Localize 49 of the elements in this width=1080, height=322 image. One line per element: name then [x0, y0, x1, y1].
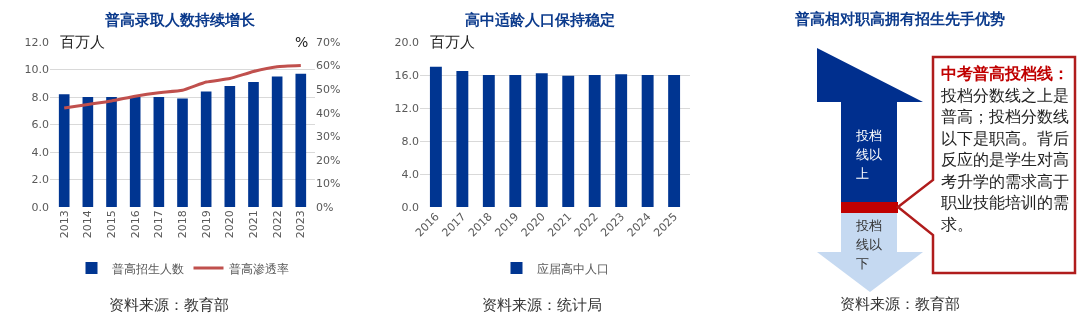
- y-tick-label: 12.0: [394, 101, 419, 115]
- y-tick-label: 0.0: [31, 200, 49, 214]
- chart-title: 高中适龄人口保持稳定: [465, 10, 615, 29]
- x-tick-label: 2020: [223, 210, 237, 239]
- text: 投档线以下: [856, 217, 883, 273]
- y-tick-label: 0.0: [401, 200, 419, 214]
- x-tick-label: 2021: [247, 210, 261, 239]
- y2-tick-label: 50%: [316, 82, 341, 96]
- text: 投档分数线之上是普高；投档分数线以下是职高。背后反应的是学生对高考升学的需求高于职业技能培训的需求。: [941, 85, 1069, 234]
- y2-tick-label: 30%: [316, 130, 341, 144]
- y-tick-label: 10.0: [24, 63, 49, 77]
- y-tick-label: 4.0: [31, 145, 49, 159]
- y-tick-label: 2.0: [31, 173, 49, 187]
- y-tick-label: 8.0: [31, 90, 49, 104]
- y-axis-title: 百万人: [60, 33, 105, 51]
- y-tick-label: 20.0: [394, 35, 419, 49]
- y-tick-label: 8.0: [401, 134, 419, 148]
- y2-tick-label: 20%: [316, 153, 341, 167]
- text: 中考普高投档线：: [941, 64, 1069, 83]
- y2-axis-title: %: [295, 34, 309, 50]
- y2-tick-label: 10%: [316, 177, 341, 191]
- y-tick-label: 16.0: [394, 68, 419, 82]
- line-series: [62, 64, 303, 110]
- x-tick-label: 2017: [152, 210, 166, 239]
- x-tick-label: 2022: [270, 210, 284, 239]
- x-tick-label: 2019: [199, 210, 213, 239]
- x-tick-label: 2015: [105, 210, 119, 239]
- text: 资料来源：教育部: [839, 295, 961, 314]
- text: 普高相对职高拥有招生先手优势: [794, 10, 1006, 29]
- y2-tick-label: 70%: [316, 35, 341, 49]
- legend-label: 普高渗透率: [228, 261, 289, 276]
- legend-label: 普高招生人数: [111, 261, 184, 276]
- y-tick-label: 6.0: [31, 118, 49, 132]
- chart-title: 普高录取人数持续增长: [104, 10, 256, 29]
- x-tick-label: 2023: [294, 210, 308, 239]
- y2-tick-label: 40%: [316, 106, 341, 120]
- x-tick-label: 2018: [176, 210, 190, 239]
- y-tick-label: 4.0: [401, 167, 419, 181]
- legend-label: 应届高中人口: [536, 261, 609, 276]
- x-tick-label: 2013: [57, 210, 71, 239]
- text: 投档线以上: [856, 127, 883, 183]
- y2-tick-label: 60%: [316, 59, 341, 73]
- text: 资料来源：教育部: [109, 296, 229, 314]
- y2-tick-label: 0%: [316, 200, 334, 214]
- text: 资料来源：统计局: [482, 296, 602, 314]
- y-axis-title: 百万人: [430, 33, 475, 51]
- y-tick-label: 12.0: [24, 35, 49, 49]
- x-tick-label: 2014: [81, 210, 95, 239]
- x-tick-label: 2016: [128, 210, 142, 239]
